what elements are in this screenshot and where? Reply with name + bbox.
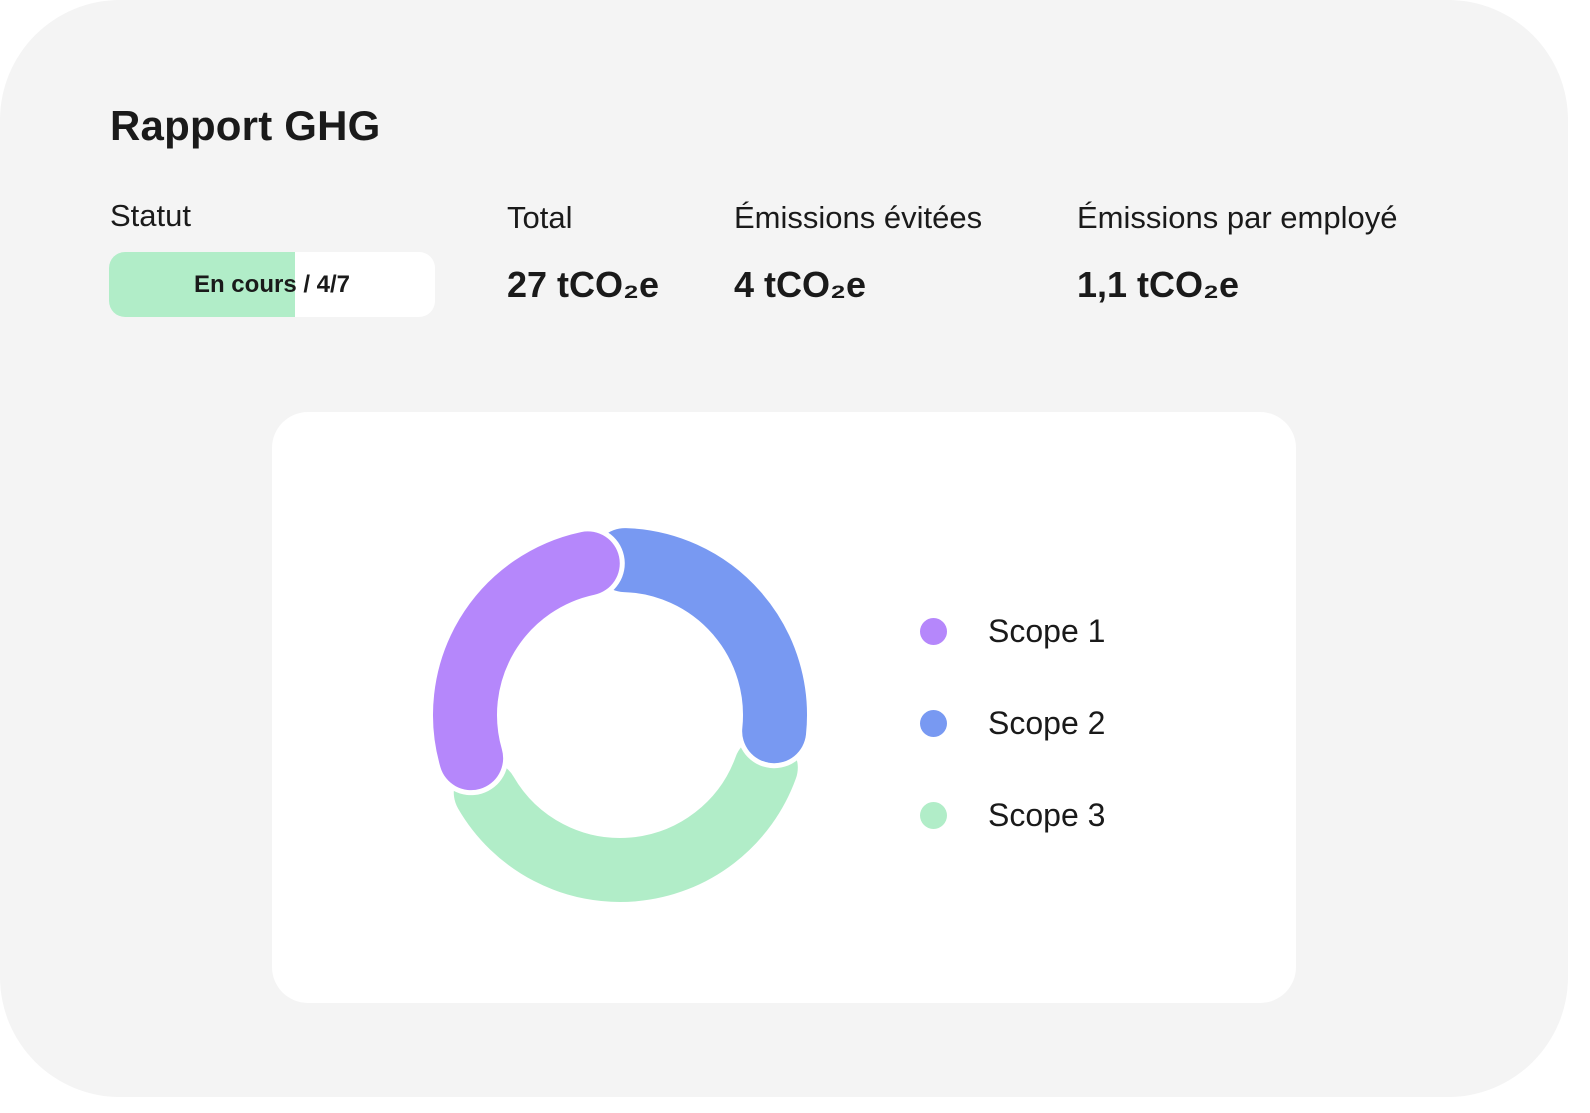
status-progress-fill bbox=[109, 252, 296, 317]
total-label: Total bbox=[507, 200, 573, 235]
legend-label-scope-2: Scope 2 bbox=[988, 704, 1106, 741]
avoided-emissions-label: Émissions évitées bbox=[734, 200, 983, 235]
page-title: Rapport GHG bbox=[110, 102, 381, 149]
scope-donut-chart bbox=[428, 523, 812, 907]
legend-item-scope-2: Scope 2 bbox=[918, 677, 1105, 769]
emissions-per-employee-value: 1,1 tCO₂e bbox=[1077, 264, 1240, 305]
legend-dot-scope-3 bbox=[920, 801, 947, 829]
status-label: Statut bbox=[110, 198, 191, 233]
legend-dot-scope-2 bbox=[920, 709, 947, 737]
donut-slice-scope-2[interactable] bbox=[592, 528, 807, 764]
legend-label-scope-1: Scope 1 bbox=[988, 612, 1106, 649]
donut-slice-scope-3[interactable] bbox=[453, 735, 798, 902]
legend-item-scope-1: Scope 1 bbox=[918, 585, 1105, 677]
status-progress-bar: En cours / 4/7 bbox=[109, 252, 435, 317]
avoided-emissions-value: 4 tCO₂e bbox=[734, 264, 867, 305]
chart-legend: Scope 1 Scope 2 Scope 3 bbox=[918, 585, 1105, 861]
status-value: En cours / 4/7 bbox=[193, 270, 351, 298]
legend-item-scope-3: Scope 3 bbox=[918, 769, 1105, 861]
legend-dot-scope-1 bbox=[920, 617, 947, 645]
legend-label-scope-3: Scope 3 bbox=[988, 796, 1106, 833]
donut-slice-scope-1[interactable] bbox=[433, 531, 620, 791]
emissions-per-employee-label: Émissions par employé bbox=[1077, 200, 1398, 235]
total-value: 27 tCO₂e bbox=[507, 264, 660, 305]
